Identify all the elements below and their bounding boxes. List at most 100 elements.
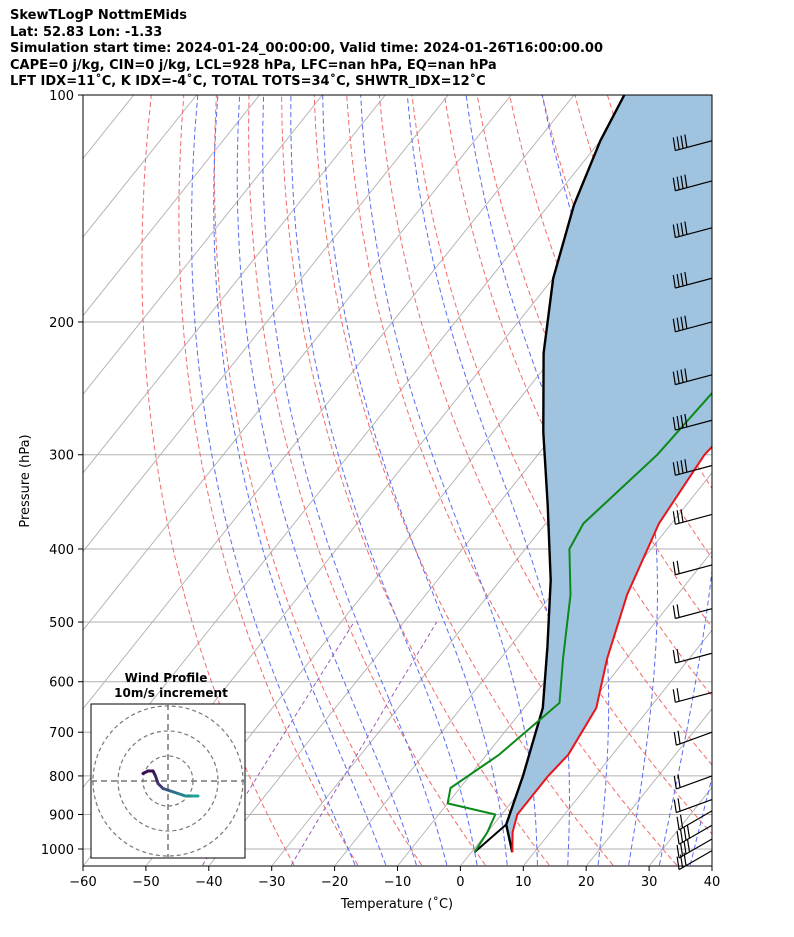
barb-staff	[678, 838, 713, 859]
barb-staff	[675, 464, 713, 476]
barb-staff	[675, 691, 713, 703]
barb-flag	[672, 137, 676, 151]
moist-adiabat-line	[322, 95, 508, 866]
barb-staff	[675, 140, 713, 152]
wind-barb	[672, 315, 713, 333]
index-line: LFT IDX=11˚C, K IDX=-4˚C, TOTAL TOTS=34˚…	[10, 74, 486, 89]
barb-flag	[673, 732, 677, 746]
cape-cin-fill	[506, 95, 712, 853]
x-tick-label: 30	[641, 875, 658, 890]
barb-staff	[675, 374, 713, 386]
y-tick-label: 900	[49, 808, 74, 823]
barb-flag	[684, 174, 688, 188]
isotherm-line	[586, 708, 712, 866]
barb-staff	[675, 513, 713, 525]
barb-staff	[675, 321, 713, 333]
wind-barb	[672, 459, 713, 476]
dry-adiabat-line	[346, 95, 678, 866]
moist-adiabat-line	[642, 95, 712, 866]
barb-staff	[675, 419, 713, 431]
y-tick-label: 400	[49, 543, 74, 558]
location-line: Lat: 52.83 Lon: -1.33	[10, 24, 163, 40]
barb-flag	[676, 688, 680, 702]
barb-flag	[680, 369, 684, 383]
parcel-profile-line	[505, 95, 626, 853]
profile-lines	[446, 95, 712, 854]
wind-barb	[672, 509, 713, 525]
mixing-ratio-line	[290, 621, 438, 866]
barb-flag	[683, 840, 687, 855]
wind-barb	[676, 810, 713, 831]
chart-title: SkewTLogP NottmEMids	[10, 8, 188, 23]
dry-adiabat-line	[738, 95, 794, 865]
barb-flag	[677, 730, 681, 744]
barb-flag	[680, 316, 684, 330]
x-tick-label: 40	[704, 875, 721, 890]
barb-flag	[676, 510, 680, 524]
wind-barb	[672, 174, 713, 192]
barb-flag	[677, 774, 681, 788]
barb-flag	[676, 816, 680, 830]
barb-flag	[672, 511, 676, 525]
y-tick-label: 300	[49, 449, 74, 464]
barb-flag	[680, 222, 684, 236]
barb-flag	[684, 134, 688, 148]
isotherm-line	[83, 95, 449, 553]
dry-adiabat-line	[411, 95, 712, 766]
wind-barb	[676, 838, 713, 859]
wind-barb	[672, 368, 713, 386]
isotherm-line	[83, 95, 260, 317]
inset-title: Wind Profile	[125, 671, 208, 685]
isotherm-line	[83, 95, 323, 395]
barb-flag	[684, 271, 688, 286]
x-tick-label: −50	[132, 875, 159, 890]
wind-barb	[672, 560, 713, 576]
barb-staff	[678, 810, 713, 831]
wind-barb	[672, 688, 713, 703]
barb-flag	[679, 842, 684, 857]
wind-barb	[672, 413, 713, 431]
isotherm-line	[713, 95, 794, 865]
moist-adiabat-line	[236, 95, 417, 866]
barb-flag	[686, 838, 691, 853]
barb-staff	[675, 564, 713, 576]
wind-barb	[672, 134, 713, 152]
x-tick-label: −10	[384, 875, 411, 890]
moist-adiabat-line	[190, 95, 356, 866]
x-axis-label: Temperature (˚C)	[340, 896, 453, 912]
inset-subtitle: 10m/s increment	[114, 686, 228, 700]
barb-staff	[675, 227, 713, 239]
barb-flag	[680, 414, 684, 429]
barb-flag	[676, 415, 680, 430]
barb-flag	[676, 176, 680, 190]
moist-adiabat-line	[406, 95, 570, 866]
barb-flag	[672, 177, 676, 191]
dry-adiabat-line	[178, 95, 359, 866]
chart-header: SkewTLogP NottmEMids Lat: 52.83 Lon: -1.…	[10, 8, 790, 91]
barb-flag	[679, 814, 684, 828]
x-tick-label: 10	[515, 875, 532, 890]
wind-barbs	[672, 134, 713, 871]
moist-adiabat-line	[721, 95, 794, 865]
stability-line: CAPE=0 j/kg, CIN=0 j/kg, LCL=928 hPa, LF…	[10, 57, 497, 73]
hodograph-ring	[117, 730, 219, 832]
barb-flag	[676, 317, 680, 331]
barb-flag	[676, 648, 680, 663]
barb-flag	[673, 775, 677, 790]
barb-flag	[686, 825, 691, 839]
dewpoint-line	[446, 391, 712, 853]
wind-barb	[673, 774, 713, 790]
barb-flag	[680, 509, 684, 523]
barb-flag	[679, 829, 684, 843]
barb-flag	[673, 799, 677, 813]
isotherm-line	[83, 95, 197, 238]
wind-profile-inset: Wind Profile 10m/s increment	[90, 671, 246, 859]
time-line: Simulation start time: 2024-01-24_00:00:…	[10, 41, 603, 56]
wind-barb	[672, 604, 713, 620]
barb-flag	[684, 221, 688, 235]
x-tick-label: −20	[321, 875, 348, 890]
isotherm-line	[209, 236, 712, 866]
barb-flag	[672, 371, 676, 385]
barb-staff	[676, 775, 713, 790]
dry-adiabat-line	[313, 95, 614, 866]
